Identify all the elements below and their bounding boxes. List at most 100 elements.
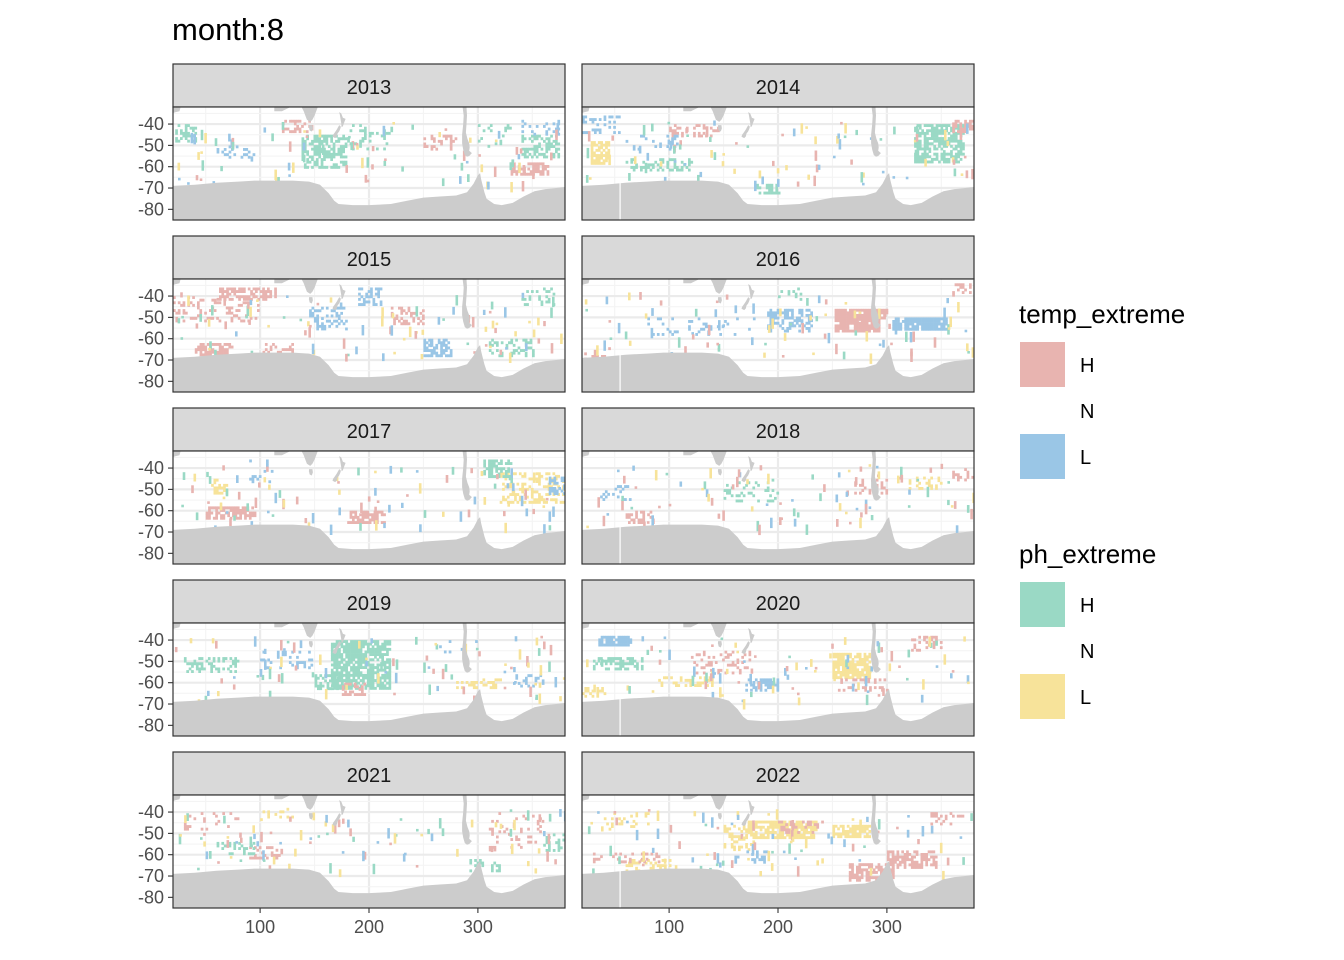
data-tile xyxy=(873,678,877,682)
data-tile xyxy=(383,676,387,680)
data-tile xyxy=(357,467,360,476)
data-tile xyxy=(477,124,481,127)
data-tile xyxy=(548,813,552,822)
data-tile xyxy=(622,641,625,644)
data-tile xyxy=(621,495,624,501)
data-tile xyxy=(805,321,809,325)
data-tile xyxy=(512,343,516,347)
data-tile xyxy=(437,316,441,325)
data-tile xyxy=(592,659,596,663)
data-tile xyxy=(535,147,539,151)
data-tile xyxy=(673,158,677,162)
data-tile xyxy=(807,329,811,333)
data-tile xyxy=(383,513,386,517)
data-tile xyxy=(537,162,540,166)
data-tile xyxy=(584,694,588,698)
data-tile xyxy=(771,499,775,503)
panel-plot-area xyxy=(173,279,565,392)
data-tile xyxy=(556,123,560,134)
data-tile xyxy=(595,156,599,160)
data-tile xyxy=(837,472,841,478)
data-tile xyxy=(207,690,210,696)
data-tile xyxy=(435,343,439,347)
data-tile xyxy=(904,325,907,329)
data-tile xyxy=(928,636,932,647)
data-tile xyxy=(759,678,763,682)
data-tile xyxy=(928,142,932,146)
data-tile xyxy=(366,642,370,646)
data-tile xyxy=(364,655,368,659)
data-tile xyxy=(918,131,922,135)
data-tile xyxy=(315,163,319,167)
data-tile xyxy=(685,128,688,134)
data-tile xyxy=(340,666,344,669)
data-tile xyxy=(202,343,205,346)
data-tile xyxy=(545,300,549,304)
data-tile xyxy=(585,308,588,312)
data-tile xyxy=(195,662,199,666)
data-tile xyxy=(302,154,306,163)
data-tile xyxy=(222,812,225,815)
data-tile xyxy=(952,137,956,140)
data-tile xyxy=(703,676,707,680)
data-tile xyxy=(253,511,257,515)
data-tile xyxy=(885,491,889,495)
data-tile xyxy=(537,648,541,656)
data-tile xyxy=(507,459,510,463)
data-tile xyxy=(632,859,636,862)
data-tile xyxy=(245,153,249,157)
data-tile xyxy=(678,144,682,150)
data-tile xyxy=(514,498,517,502)
data-tile xyxy=(474,859,477,862)
data-tile xyxy=(347,137,350,140)
data-tile xyxy=(547,472,551,476)
data-tile xyxy=(533,132,537,136)
data-tile xyxy=(843,637,847,645)
data-tile xyxy=(685,166,689,169)
data-tile xyxy=(257,303,260,307)
data-tile xyxy=(767,314,770,317)
data-tile xyxy=(545,497,549,501)
data-tile xyxy=(489,686,493,690)
data-tile xyxy=(721,694,724,697)
data-tile xyxy=(851,671,855,674)
data-tile xyxy=(668,330,672,334)
data-tile xyxy=(600,146,603,150)
data-tile xyxy=(251,856,255,860)
data-tile xyxy=(865,327,869,330)
data-tile xyxy=(488,848,492,852)
data-tile xyxy=(841,319,845,323)
data-tile xyxy=(402,309,406,313)
data-tile xyxy=(834,824,838,828)
data-tile xyxy=(632,518,636,522)
data-tile xyxy=(837,832,840,836)
data-tile xyxy=(328,319,331,323)
data-tile xyxy=(251,514,254,518)
data-tile xyxy=(511,159,514,168)
data-tile xyxy=(194,131,198,135)
data-tile xyxy=(353,693,357,696)
data-tile xyxy=(860,172,864,183)
data-tile xyxy=(369,647,372,651)
data-tile xyxy=(491,827,494,831)
data-tile xyxy=(330,134,333,138)
data-tile xyxy=(552,130,556,134)
data-tile xyxy=(647,166,650,169)
data-tile xyxy=(526,147,529,151)
data-tile xyxy=(527,684,531,688)
data-tile xyxy=(957,155,960,159)
data-tile xyxy=(288,141,292,152)
data-tile xyxy=(880,316,884,320)
data-tile xyxy=(954,134,958,138)
data-tile xyxy=(960,173,964,176)
data-tile xyxy=(366,510,370,514)
data-tile xyxy=(423,662,426,673)
data-tile xyxy=(865,329,869,333)
data-tile xyxy=(225,311,229,315)
data-tile xyxy=(550,134,553,138)
data-tile xyxy=(490,464,494,468)
data-tile xyxy=(526,290,529,293)
data-tile xyxy=(313,163,317,167)
data-tile xyxy=(249,306,252,318)
data-tile xyxy=(180,303,183,307)
